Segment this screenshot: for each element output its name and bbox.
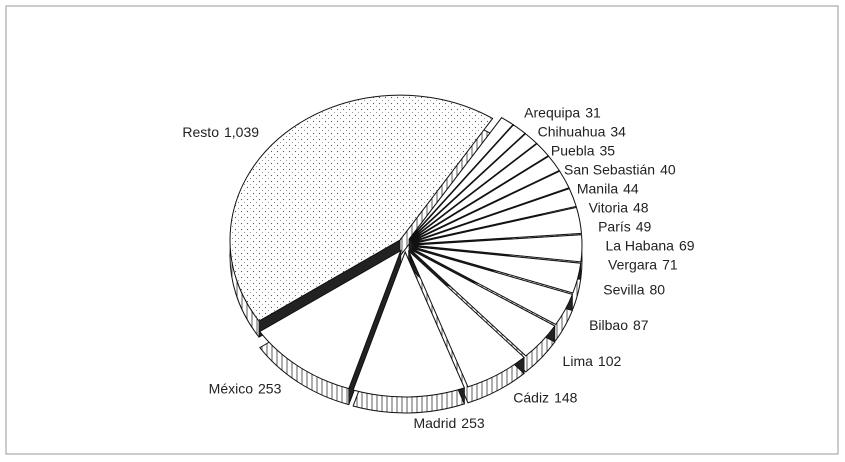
slice: [411, 206, 583, 245]
label-name: Chihuahua: [538, 123, 606, 139]
slice-label: La Habana 69: [605, 237, 694, 253]
slice: [352, 250, 466, 398]
label-name: Puebla: [551, 142, 595, 158]
label-name: Manila: [577, 180, 618, 196]
slice-label: Cádiz 148: [513, 389, 577, 405]
slice-label: Vergara 71: [608, 256, 678, 272]
slice-label: Bilbao 87: [589, 317, 649, 333]
label-name: Cádiz: [513, 389, 549, 405]
label-value: 44: [623, 180, 639, 196]
slice-label: Sevilla 80: [603, 281, 665, 297]
slice: [411, 170, 570, 243]
slice-label: San Sebastián 40: [564, 161, 676, 177]
label-value: 80: [650, 281, 666, 297]
label-name: Vitoria: [589, 199, 629, 215]
label-value: 148: [554, 389, 578, 405]
label-value: 253: [258, 380, 282, 396]
slice: [410, 155, 561, 242]
slice: [411, 234, 583, 263]
slice-label: México 253: [209, 380, 282, 396]
label-value: 48: [633, 199, 649, 215]
slice: [410, 249, 556, 357]
label-name: Resto: [182, 124, 219, 140]
label-name: Arequipa: [524, 104, 580, 120]
label-name: Lima: [563, 352, 594, 368]
slice-label: Vitoria 48: [589, 199, 649, 215]
label-name: Madrid: [413, 415, 456, 431]
label-value: 1,039: [224, 124, 259, 140]
slice: [408, 117, 514, 240]
slice-label: Manila 44: [577, 180, 639, 196]
slice: [411, 187, 577, 244]
slice: [409, 124, 526, 241]
frame: [5, 5, 839, 455]
label-name: México: [209, 380, 254, 396]
slice-label: Puebla 35: [551, 142, 615, 158]
label-value: 87: [633, 317, 649, 333]
label-name: París: [598, 218, 631, 234]
slice-label: Chihuahua 34: [538, 123, 627, 139]
label-name: San Sebastián: [564, 161, 655, 177]
slice-label: Resto 1,039: [182, 124, 259, 140]
label-value: 71: [662, 256, 678, 272]
label-value: 102: [598, 352, 622, 368]
slice: [410, 143, 550, 242]
slice-label: Madrid 253: [413, 415, 484, 431]
slice-label: Lima 102: [563, 352, 622, 368]
slice: [229, 94, 494, 322]
label-value: 69: [679, 237, 695, 253]
slice: [259, 249, 402, 390]
slice: [411, 247, 574, 326]
label-name: Bilbao: [589, 317, 628, 333]
label-name: La Habana: [605, 237, 674, 253]
label-value: 31: [585, 104, 601, 120]
label-value: 35: [600, 142, 616, 158]
label-name: Sevilla: [603, 281, 644, 297]
label-value: 253: [461, 415, 485, 431]
slice: [411, 246, 582, 294]
label-value: 49: [636, 218, 652, 234]
label-value: 34: [610, 123, 626, 139]
label-name: Vergara: [608, 256, 657, 272]
label-value: 40: [660, 161, 676, 177]
slice-label: París 49: [598, 218, 651, 234]
slice: [409, 133, 538, 241]
slice: [408, 250, 525, 388]
slice-label: Arequipa 31: [524, 104, 601, 120]
